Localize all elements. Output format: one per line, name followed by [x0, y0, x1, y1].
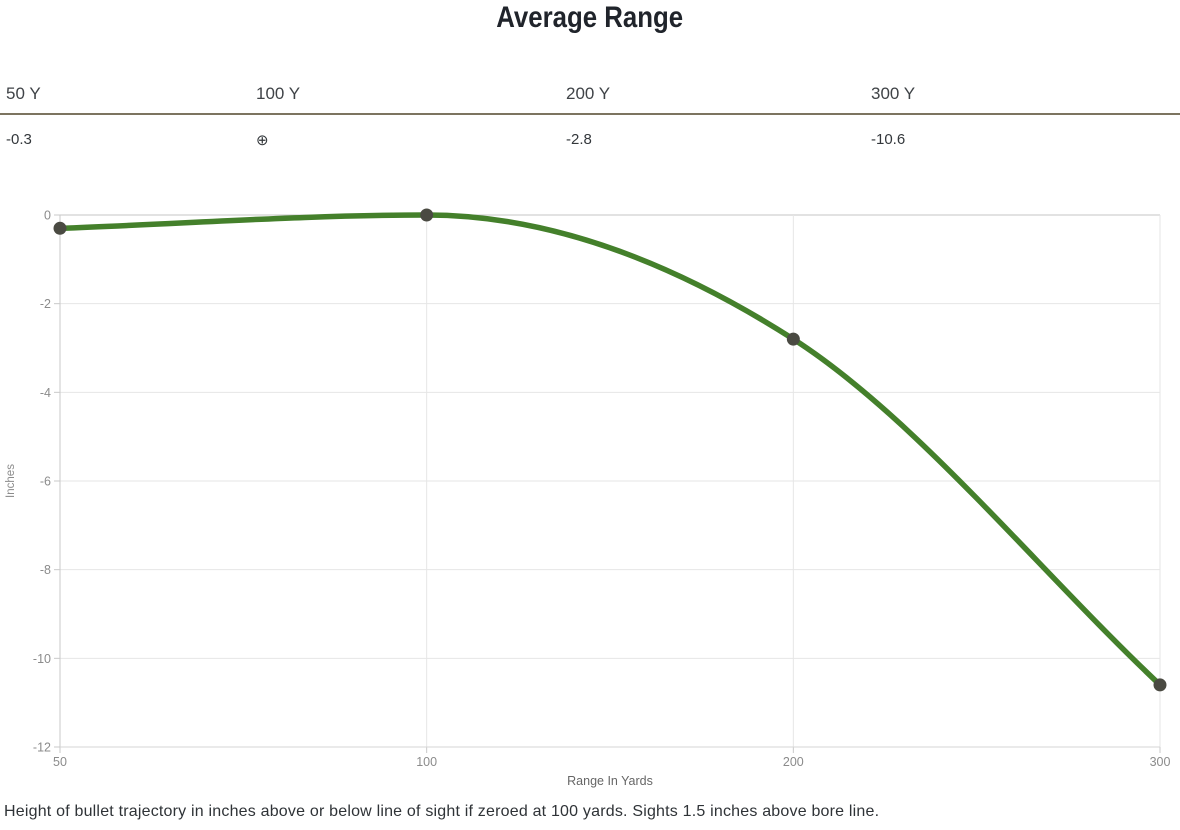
svg-text:-12: -12 — [33, 741, 51, 755]
zero-crosshair-symbol: ⊕ — [256, 132, 269, 149]
svg-text:200: 200 — [783, 755, 804, 769]
summary-value-300y: -10.6 — [871, 131, 906, 148]
summary-header-300y: 300 Y — [871, 84, 916, 103]
summary-value-50y: -0.3 — [6, 131, 32, 148]
trajectory-series-line — [57, 212, 1163, 688]
chart-caption: Height of bullet trajectory in inches ab… — [4, 803, 880, 820]
data-point-marker — [53, 221, 67, 235]
trajectory-chart-area: 0 -2 -4 -6 -8 -10 -12 50 100 200 300 Inches Range In… — [0, 195, 1180, 795]
svg-text:-10: -10 — [33, 652, 51, 666]
page-title-text: Average Range — [496, 1, 684, 34]
data-point-marker — [786, 332, 800, 346]
summary-header-row: 50 Y 100 Y 200 Y 300 Y — [0, 84, 1180, 104]
svg-text:100: 100 — [416, 755, 437, 769]
svg-text:-6: -6 — [40, 475, 51, 489]
svg-text:50: 50 — [53, 755, 67, 769]
summary-value-200y: -2.8 — [566, 131, 592, 148]
data-point-marker — [420, 208, 434, 222]
summary-value-row: -0.3 ⊕ -2.8 -10.6 — [0, 131, 1180, 149]
page-title: Average Range — [0, 0, 1180, 36]
data-point-marker — [1153, 678, 1167, 692]
summary-header-200y: 200 Y — [566, 84, 611, 103]
summary-header-100y: 100 Y — [256, 84, 301, 103]
summary-header-50y: 50 Y — [6, 84, 41, 103]
svg-text:-4: -4 — [40, 386, 51, 400]
table-divider — [0, 113, 1180, 115]
svg-text:-2: -2 — [40, 297, 51, 311]
x-axis-title: Range In Yards — [567, 774, 653, 788]
svg-text:0: 0 — [44, 209, 51, 223]
y-axis-title: Inches — [5, 464, 17, 498]
svg-text:300: 300 — [1150, 755, 1171, 769]
svg-text:-8: -8 — [40, 563, 51, 577]
